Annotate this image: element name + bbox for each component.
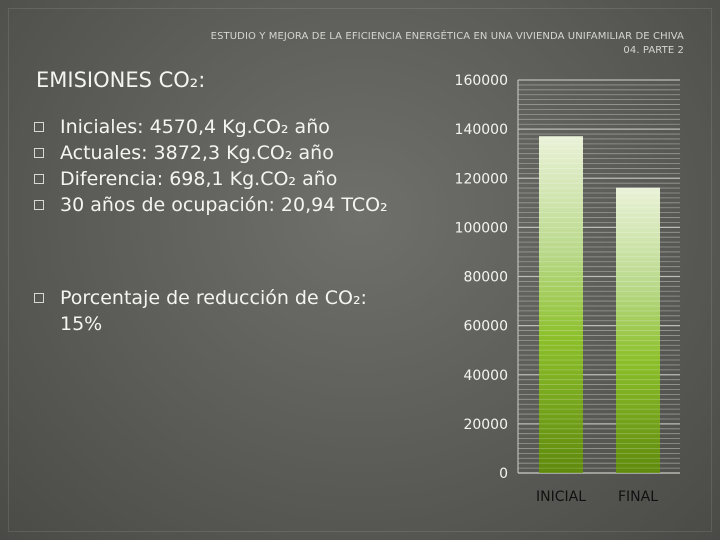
list-item-text: 15%	[60, 313, 103, 335]
list-item-text: Actuales: 3872,3 Kg.CO₂ año	[60, 142, 334, 164]
y-tick-label: 120000	[455, 171, 508, 187]
list-item: Actuales: 3872,3 Kg.CO₂ año	[34, 140, 388, 166]
y-tick-label: 60000	[463, 319, 508, 335]
x-category-label: INICIAL	[536, 489, 586, 505]
list-item: Iniciales: 4570,4 Kg.CO₂ año	[34, 114, 388, 140]
list-item: 30 años de ocupación: 20,94 TCO₂	[34, 192, 388, 218]
y-tick-label: 160000	[455, 73, 508, 89]
list-item: Porcentaje de reducción de CO₂: 15%	[34, 285, 367, 337]
list-item-text: 30 años de ocupación: 20,94 TCO₂	[60, 194, 388, 216]
y-tick-label: 140000	[455, 122, 508, 138]
slide-title: EMISIONES CO₂:	[36, 68, 206, 92]
y-tick-label: 0	[499, 466, 508, 482]
slide-header: ESTUDIO Y MEJORA DE LA EFICIENCIA ENERGÉ…	[164, 30, 684, 58]
bar	[539, 136, 583, 474]
checkbox-bullet-icon	[34, 148, 44, 158]
list-item-text: Iniciales: 4570,4 Kg.CO₂ año	[60, 116, 330, 138]
emissions-list: Iniciales: 4570,4 Kg.CO₂ año Actuales: 3…	[34, 114, 388, 218]
y-tick-label: 100000	[455, 220, 508, 236]
reduction-list: Porcentaje de reducción de CO₂: 15%	[34, 285, 367, 337]
checkbox-bullet-icon	[34, 200, 44, 210]
checkbox-bullet-icon	[34, 293, 44, 303]
y-tick-label: 80000	[463, 270, 508, 286]
y-tick-label: 20000	[463, 417, 508, 433]
list-item: Diferencia: 698,1 Kg.CO₂ año	[34, 166, 388, 192]
header-line-1: ESTUDIO Y MEJORA DE LA EFICIENCIA ENERGÉ…	[210, 31, 684, 42]
list-item-text: Porcentaje de reducción de CO₂:	[60, 287, 367, 309]
x-category-label: FINAL	[618, 489, 658, 505]
checkbox-bullet-icon	[34, 174, 44, 184]
list-item-text: Diferencia: 698,1 Kg.CO₂ año	[60, 168, 338, 190]
y-tick-label: 40000	[463, 368, 508, 384]
checkbox-bullet-icon	[34, 122, 44, 132]
header-line-2: 04. PARTE 2	[623, 45, 684, 56]
bar	[616, 187, 660, 473]
